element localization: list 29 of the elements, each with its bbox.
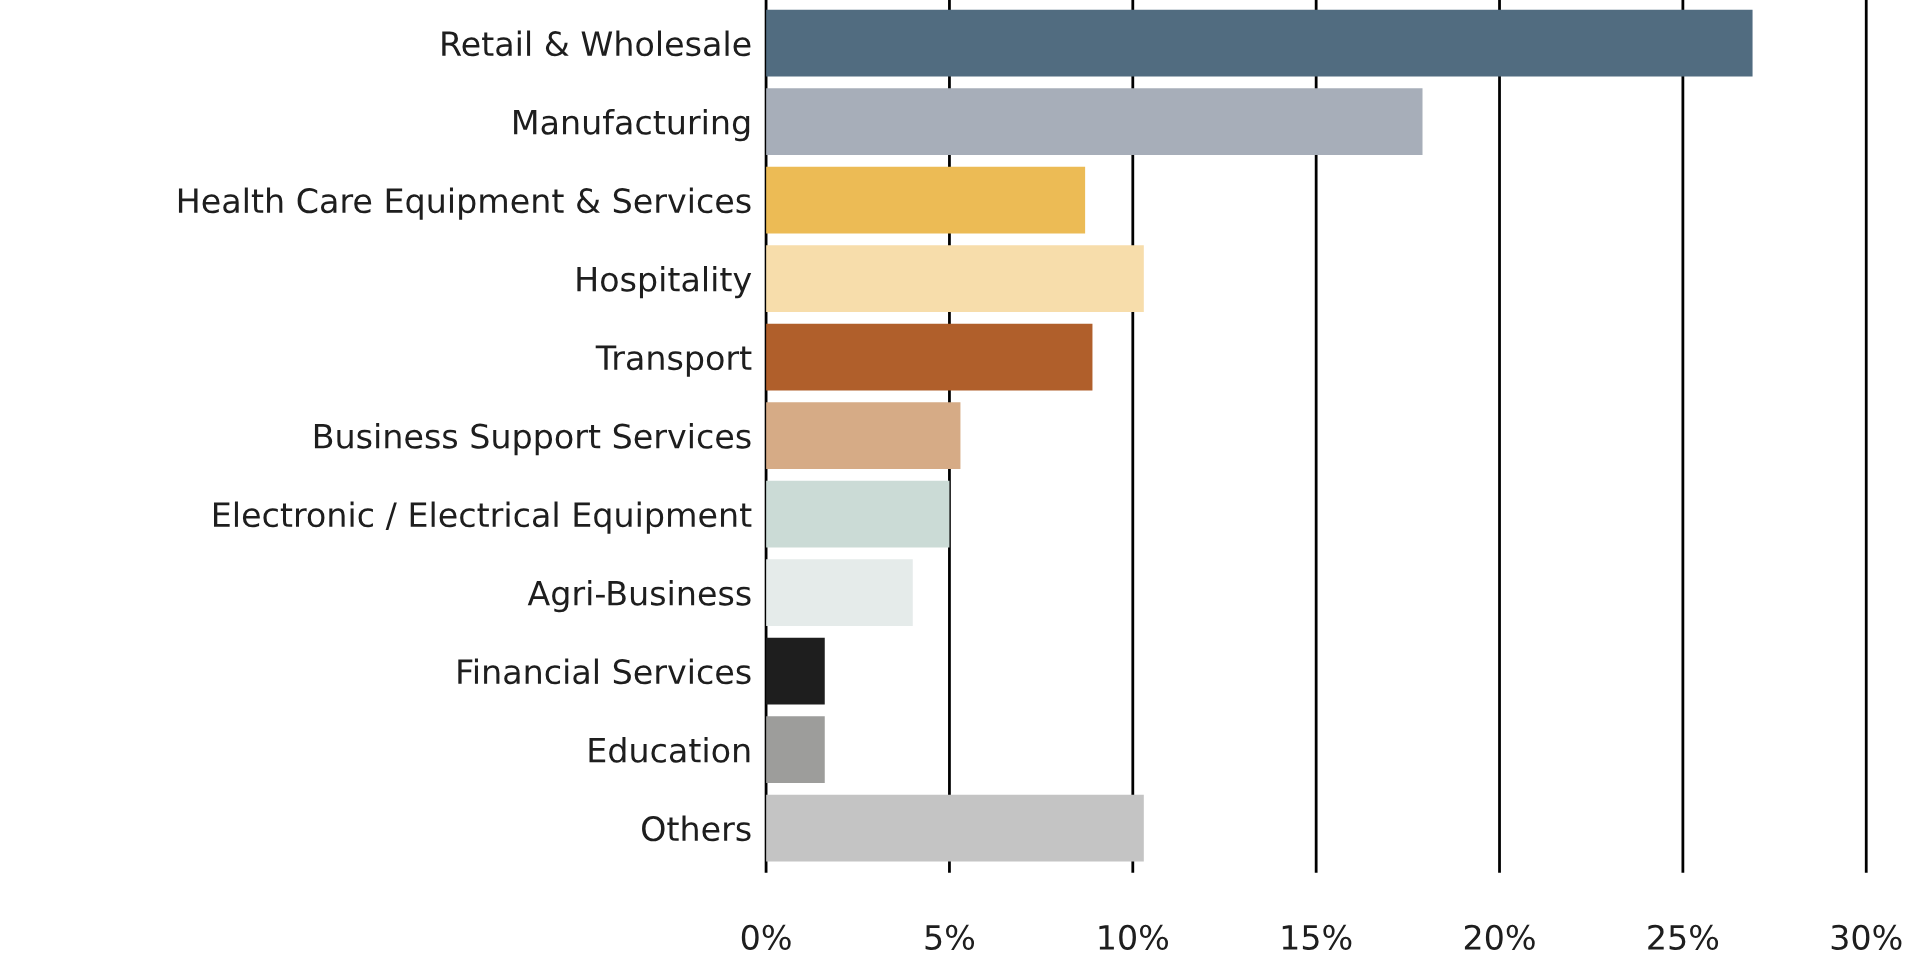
bar (766, 637, 825, 705)
y-tick-label: Retail & Wholesale (442, 30, 751, 57)
y-tick-label: Business Support Services (314, 423, 751, 456)
y-tick-label: Health Care Equipment & Services (178, 187, 751, 220)
x-tick-label: 20% (1464, 924, 1535, 950)
y-tick-label: Transport (595, 345, 752, 377)
bar (766, 794, 1144, 862)
y-tick-label: Agri-Business (527, 580, 751, 613)
bar (766, 88, 1423, 156)
x-tick-label: 25% (1648, 924, 1719, 950)
bar (766, 402, 961, 470)
x-tick-label: 5% (925, 924, 975, 950)
x-tick-label: 30% (1831, 924, 1902, 950)
x-tick-label: 10% (1099, 924, 1168, 950)
bar (766, 323, 1093, 391)
y-tick-label: Manufacturing (514, 109, 750, 142)
bar (766, 716, 825, 784)
x-tick-label: 0% (741, 924, 791, 950)
y-tick-label: Education (589, 737, 750, 763)
y-tick-label: Hospitality (577, 266, 752, 299)
bar (766, 559, 913, 627)
bar (766, 9, 1753, 77)
bar (766, 480, 950, 548)
bar (766, 245, 1144, 313)
y-tick-label: Financial Services (458, 658, 751, 685)
y-tick-label: Electronic / Electrical Equipment (214, 501, 752, 534)
x-tick-label: 15% (1282, 924, 1352, 950)
bar (766, 166, 1086, 234)
y-tick-label: Others (642, 815, 751, 842)
